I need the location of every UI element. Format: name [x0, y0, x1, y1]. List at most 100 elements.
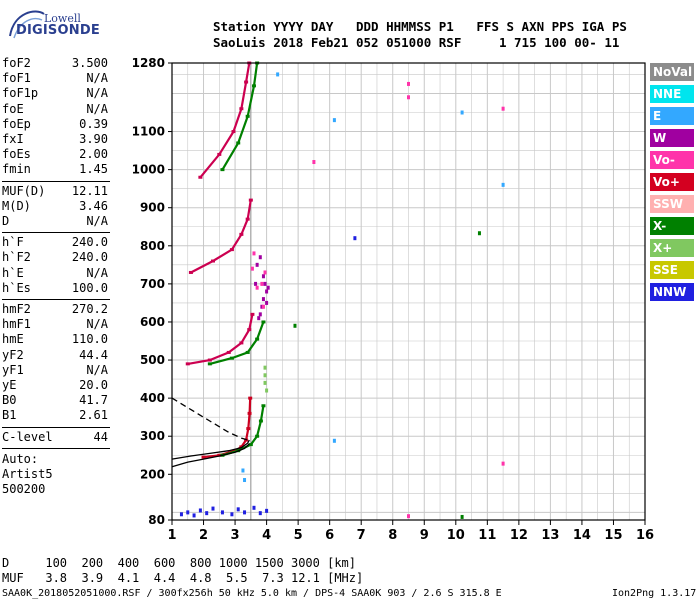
param-row-clevel: C-level 44	[2, 430, 108, 446]
x-tick-label: 4	[262, 528, 271, 543]
trace-4	[171, 397, 251, 442]
echo-point	[312, 160, 316, 165]
plot-frame	[171, 62, 646, 521]
trace-point	[248, 443, 253, 447]
param-value: 44	[93, 429, 108, 444]
y-tick-label: 200	[140, 467, 165, 481]
echo-point	[261, 304, 265, 309]
y-tick-label: 400	[140, 391, 165, 405]
echo-point	[243, 478, 247, 483]
param-row-hf2: h`F2 240.0	[2, 250, 108, 266]
trace-point	[245, 217, 250, 221]
param-key: yE	[2, 378, 17, 392]
echo-point	[407, 81, 410, 86]
param-row-fof1: foF1 N/A	[2, 71, 108, 87]
param-row-hes: h`Es 100.0	[2, 281, 108, 297]
param-value: N/A	[86, 317, 108, 332]
param-row-hmf2: hmF2 270.2	[2, 302, 108, 318]
param-separator	[2, 180, 110, 182]
param-row-fxi: fxI 3.90	[2, 132, 108, 148]
echo-point	[265, 508, 269, 513]
echo-point	[211, 506, 215, 511]
x-tick-label: 15	[604, 528, 622, 543]
param-row-b1: B1 2.61	[2, 408, 108, 424]
y-tick-label: 900	[140, 201, 165, 215]
trace-point	[217, 152, 222, 156]
logo-line2: DIGISONDE	[16, 23, 100, 38]
param-row-fof2: foF2 3.500	[2, 56, 108, 72]
legend-item-w: W	[650, 129, 694, 147]
param-row-foe: foE N/A	[2, 102, 108, 118]
trace-point	[248, 198, 253, 202]
param-key: foF1p	[2, 86, 39, 101]
param-value: 0.39	[79, 116, 108, 131]
x-tick-label: 1	[167, 528, 176, 543]
param-row-yf1: yF1 N/A	[2, 363, 108, 379]
param-separator	[2, 299, 110, 300]
x-tick-label: 10	[447, 528, 465, 543]
legend-item-noval: NoVal	[650, 63, 694, 81]
trace-point	[236, 141, 241, 145]
trace-8	[199, 62, 251, 179]
echo-point	[293, 323, 297, 328]
x-tick-label: 7	[357, 528, 366, 543]
param-row-ye: yE 20.0	[2, 378, 108, 394]
param-value: N/A	[86, 214, 108, 228]
echo-point	[192, 513, 196, 518]
echo-point	[263, 365, 267, 370]
param-key: yF1	[2, 362, 24, 377]
param-key: B0	[2, 393, 17, 408]
param-key: yF2	[2, 347, 24, 362]
echo-point	[258, 511, 262, 516]
logo-line1: Lowell	[44, 12, 81, 25]
y-tick-label: 300	[140, 429, 165, 443]
x-tick-label: 12	[510, 528, 528, 543]
echo-point	[243, 510, 247, 515]
x-tick-label: 9	[420, 528, 429, 543]
param-value: N/A	[86, 101, 108, 116]
param-separator	[2, 447, 110, 449]
param-row-hmf1: hmF1 N/A	[2, 317, 108, 333]
x-tick-label: 14	[573, 528, 591, 543]
echo-point	[353, 236, 357, 241]
param-value: 3.90	[79, 132, 108, 146]
echo-point	[501, 182, 505, 187]
trace-1	[222, 405, 265, 457]
param-value: 3.500	[71, 56, 108, 70]
echo-point	[236, 507, 240, 512]
param-key: hmE	[2, 332, 24, 347]
trace-point	[258, 419, 263, 423]
param-key: h`Es	[2, 280, 31, 295]
param-separator	[2, 232, 110, 234]
chart-axes: 1 2 3 4 5 6 7 8 9 10 11 12 13 14 15 1680200300400500600…	[132, 56, 654, 543]
y-tick-label: 1280	[132, 56, 165, 70]
param-value: 110.0	[71, 332, 108, 347]
echo-point	[265, 300, 269, 305]
auto-scaling-line2: Artist5	[2, 467, 53, 481]
param-key: C-level	[2, 429, 53, 444]
x-tick-label: 6	[325, 528, 334, 543]
legend-item-vo-plus: Vo+	[650, 173, 694, 191]
param-key: h`E	[2, 265, 24, 280]
trace-7	[190, 199, 252, 274]
echo-point	[254, 281, 258, 286]
param-row-hf: h`F 240.0	[2, 235, 108, 251]
trace-point	[220, 168, 225, 172]
echo-point	[263, 281, 267, 286]
param-value: 44.4	[79, 347, 108, 362]
echo-point	[258, 255, 262, 260]
param-key: foF2	[2, 56, 31, 70]
trace-point	[247, 411, 252, 415]
param-row-mufd: MUF(D) 12.11	[2, 184, 108, 200]
echo-point	[265, 289, 269, 294]
echo-point	[255, 285, 259, 290]
trace-point	[226, 350, 231, 354]
param-row-hme: hmE 110.0	[2, 332, 108, 348]
param-key: foF1	[2, 71, 31, 86]
trace-point	[188, 270, 193, 274]
param-value: 240.0	[71, 235, 108, 250]
param-value: N/A	[86, 71, 108, 86]
echo-point	[179, 512, 183, 517]
trace-point	[210, 259, 215, 263]
